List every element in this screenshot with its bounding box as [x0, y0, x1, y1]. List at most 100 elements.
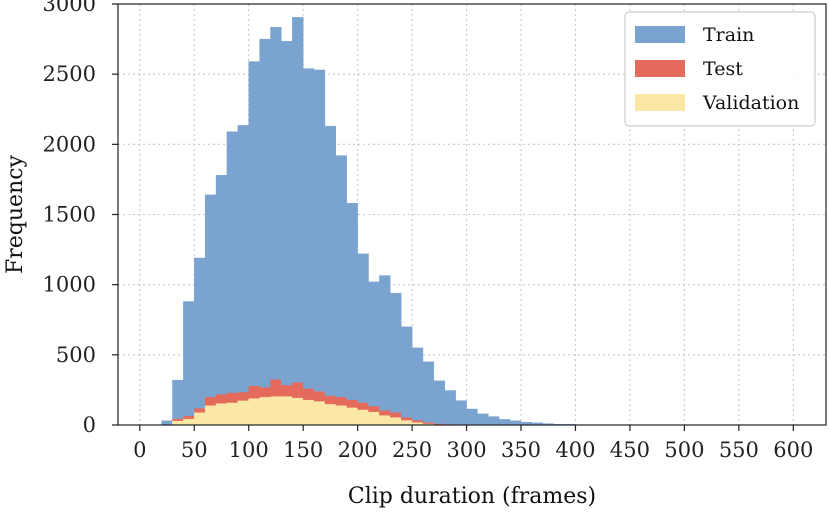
bar-validation-120: [270, 396, 282, 426]
bar-train-170: [324, 125, 337, 396]
bar-validation-140: [292, 397, 304, 426]
legend-label-train: Train: [703, 24, 754, 46]
bar-test-140: [292, 381, 304, 398]
x-axis-ticks: 0 50 100 150 200 250 300 350 400 450 500 550 600: [133, 425, 813, 462]
histogram-bars: [161, 17, 576, 426]
x-tick-label: 250: [392, 438, 432, 462]
x-tick-label: 200: [338, 438, 378, 462]
bar-train-50: [194, 257, 206, 409]
bar-test-30: [172, 418, 184, 421]
x-axis-label: Clip duration (frames): [348, 484, 596, 509]
bar-train-330: [499, 419, 511, 426]
bar-test-60: [204, 396, 217, 406]
x-tick-label: 400: [555, 438, 595, 462]
y-tick-label: 1000: [43, 273, 96, 297]
bar-validation-130: [281, 396, 293, 426]
y-tick-label: 0: [83, 413, 96, 437]
bar-validation-70: [215, 403, 228, 426]
bar-validation-150: [302, 399, 315, 426]
x-tick-label: 500: [664, 438, 704, 462]
bar-test-130: [281, 384, 293, 397]
bar-validation-170: [324, 403, 337, 426]
bar-train-150: [302, 68, 315, 389]
bar-train-190: [346, 203, 358, 400]
x-tick-label: 0: [133, 438, 146, 462]
bar-train-30: [172, 379, 184, 419]
bar-test-170: [324, 395, 337, 405]
bar-train-230: [390, 292, 402, 413]
bar-train-160: [313, 69, 326, 392]
bar-test-230: [390, 412, 402, 418]
bar-validation-200: [357, 409, 369, 426]
x-tick-label: 100: [229, 438, 269, 462]
bar-train-120: [270, 26, 282, 380]
legend-label-test: Test: [703, 58, 743, 80]
bar-train-260: [422, 361, 435, 423]
bar-train-250: [411, 347, 424, 421]
x-tick-label: 600: [773, 438, 813, 462]
y-tick-label: 3000: [43, 0, 96, 16]
bar-test-160: [313, 391, 326, 402]
bar-train-180: [335, 155, 347, 398]
bar-validation-110: [259, 396, 271, 426]
bar-validation-30: [172, 420, 184, 426]
bar-test-90: [237, 391, 249, 401]
legend-swatch-test: [635, 60, 685, 77]
legend-label-validation: Validation: [702, 92, 799, 114]
bar-validation-100: [248, 398, 260, 426]
bar-train-240: [401, 326, 413, 418]
bar-test-40: [183, 415, 195, 419]
bar-test-240: [401, 417, 413, 421]
bar-train-220: [379, 275, 391, 411]
bar-train-130: [281, 40, 293, 386]
bar-train-70: [215, 175, 228, 395]
x-tick-label: 350: [501, 438, 541, 462]
bar-train-280: [444, 390, 456, 425]
bar-train-90: [237, 125, 249, 393]
bar-validation-50: [194, 412, 206, 426]
bar-test-260: [422, 421, 435, 424]
bar-test-150: [302, 388, 315, 400]
bar-validation-220: [379, 414, 391, 426]
bar-validation-210: [368, 411, 380, 426]
bar-test-250: [411, 419, 424, 423]
x-tick-label: 50: [181, 438, 208, 462]
bar-train-40: [183, 301, 195, 417]
bar-validation-180: [335, 405, 347, 426]
bar-test-50: [194, 407, 206, 413]
bar-validation-240: [401, 419, 413, 426]
bar-validation-40: [183, 418, 195, 426]
x-tick-label: 300: [447, 438, 487, 462]
y-axis-ticks: 0 500 1000 1500 2000 2500 3000: [43, 0, 118, 437]
bar-train-310: [477, 413, 489, 426]
bar-test-210: [368, 405, 380, 412]
bar-validation-160: [313, 400, 326, 426]
y-tick-label: 2500: [43, 62, 96, 86]
bar-validation-80: [226, 402, 239, 426]
y-axis-label: Frequency: [3, 154, 28, 274]
bar-train-210: [368, 281, 380, 407]
bar-train-20: [161, 420, 173, 426]
bar-validation-230: [390, 417, 402, 426]
bar-train-200: [357, 253, 369, 403]
bar-test-120: [270, 379, 282, 397]
x-tick-label: 550: [719, 438, 759, 462]
bar-test-70: [215, 393, 228, 404]
bar-test-180: [335, 396, 347, 406]
bar-train-60: [204, 194, 217, 398]
bar-test-220: [379, 410, 391, 416]
y-tick-label: 2000: [43, 132, 96, 156]
legend-swatch-validation: [635, 94, 685, 111]
bar-train-290: [455, 400, 467, 425]
legend: Train Test Validation: [624, 11, 816, 127]
legend-swatch-train: [635, 26, 685, 43]
y-tick-label: 1500: [43, 203, 96, 227]
bar-train-340: [509, 420, 522, 426]
bar-train-110: [259, 38, 271, 388]
bar-test-190: [346, 399, 358, 408]
bar-validation-60: [204, 405, 217, 426]
x-tick-label: 450: [610, 438, 650, 462]
bar-train-100: [248, 61, 260, 386]
bar-train-80: [226, 131, 239, 393]
